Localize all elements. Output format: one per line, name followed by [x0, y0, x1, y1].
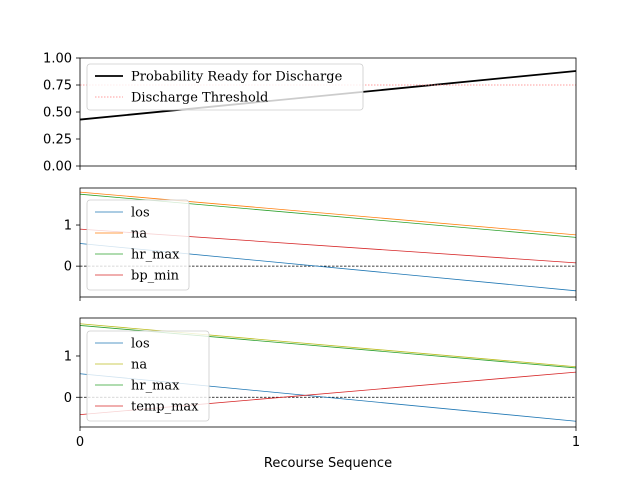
y-tick-label: 0.25 [43, 133, 72, 148]
x-tick-label: 1 [572, 435, 580, 450]
legend: Probability Ready for Discharge Discharge… [86, 63, 364, 111]
y-tick-label: 0.00 [43, 160, 72, 175]
y-tick-label: 0.75 [43, 79, 72, 94]
legend: los na hr_max temp_max [86, 330, 210, 422]
legend: los na hr_max bp_min [86, 199, 190, 291]
y-tick-label: 0 [64, 260, 72, 275]
legend-label: na [131, 358, 147, 373]
legend-label: na [131, 227, 147, 242]
x-tick-label: 0 [76, 435, 84, 450]
y-tick-label: 0 [64, 391, 72, 406]
plot-frame [79, 317, 577, 428]
series-line-na [79, 191, 577, 236]
plot-frame [79, 187, 577, 298]
y-tick-label: 1 [64, 219, 72, 234]
legend-label: Probability Ready for Discharge [131, 70, 343, 85]
legend-label: hr_max [131, 248, 180, 263]
panel-3: 0 1 0 1 Recourse Sequence los na hr_max temp_max [64, 317, 580, 471]
panel-2: 0 1 los na hr_max bp_min [64, 187, 577, 301]
legend-label: temp_max [131, 400, 199, 415]
legend-label: hr_max [131, 379, 180, 394]
legend-label: bp_min [131, 269, 180, 284]
legend-box [86, 63, 364, 111]
y-tick-label: 0.50 [43, 106, 72, 121]
y-tick-label: 1.00 [43, 52, 72, 67]
legend-label: los [131, 337, 150, 352]
legend-box [86, 330, 210, 422]
legend-label: los [131, 206, 150, 221]
legend-box [86, 199, 190, 291]
panel-1: 0.00 0.25 0.50 0.75 1.00 Probability Ready fo… [43, 52, 577, 175]
legend-label: Discharge Threshold [131, 91, 268, 106]
y-tick-label: 1 [64, 349, 72, 364]
x-axis-title: Recourse Sequence [264, 456, 392, 471]
